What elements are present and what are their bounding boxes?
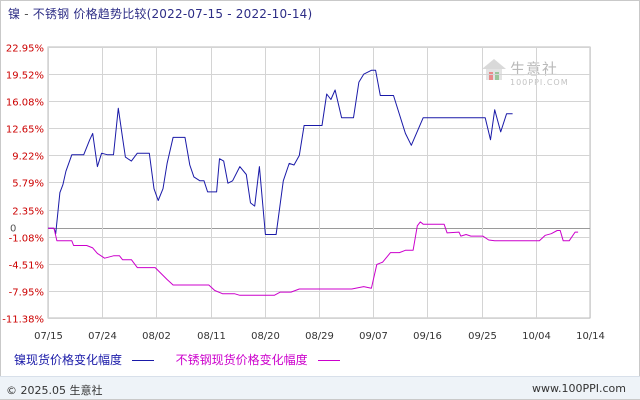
y-tick-label: -7.95% bbox=[9, 288, 44, 299]
y-tick-label: -11.38% bbox=[2, 315, 44, 326]
title-subject: 价格趋势比较 bbox=[73, 7, 147, 21]
footer-site-link[interactable]: www.100PPI.com bbox=[532, 382, 626, 395]
y-tick-label: 22.95% bbox=[6, 44, 44, 55]
x-tick-label: 07/24 bbox=[88, 331, 117, 342]
footer-bar: © 2025.05 生意社 www.100PPI.com bbox=[0, 376, 640, 399]
legend-item-nickel: 镍现货价格变化幅度 bbox=[14, 351, 154, 368]
title-series-a: 镍 bbox=[8, 7, 21, 21]
y-tick-label: 12.65% bbox=[6, 125, 44, 136]
title-date-range: (2022-07-15 - 2022-10-14) bbox=[146, 7, 313, 21]
watermark-text: 生意社 bbox=[510, 60, 559, 78]
series-line-stainless bbox=[48, 221, 579, 296]
title-series-b: 不锈钢 bbox=[32, 7, 70, 21]
chart-grid bbox=[47, 46, 591, 319]
y-tick-label: -1.08% bbox=[9, 234, 44, 245]
legend-swatch-nickel bbox=[131, 360, 154, 361]
y-tick-label: -4.51% bbox=[9, 261, 44, 272]
y-tick-label: 2.35% bbox=[12, 207, 44, 218]
legend-label-stainless: 不锈钢现货价格变化幅度 bbox=[175, 353, 308, 367]
legend-item-stainless: 不锈钢现货价格变化幅度 bbox=[176, 351, 340, 368]
x-tick-label: 10/14 bbox=[576, 331, 605, 342]
x-tick-label: 09/16 bbox=[413, 331, 442, 342]
watermark-url: 100PPI.COM bbox=[510, 78, 569, 87]
y-tick-label: 5.79% bbox=[12, 179, 44, 190]
x-tick-label: 10/04 bbox=[522, 331, 551, 342]
y-tick-label: 16.08% bbox=[6, 98, 44, 109]
series-line-nickel bbox=[48, 69, 513, 235]
y-axis-ticks: 22.95% 19.52% 16.08% 12.65% 9.22% 5.79% 2.35% -… bbox=[2, 44, 44, 326]
y-tick-label: 19.52% bbox=[6, 71, 44, 82]
chart-title: 镍 - 不锈钢 价格趋势比较(2022-07-15 - 2022-10-14) bbox=[8, 5, 312, 22]
x-tick-label: 09/07 bbox=[359, 331, 388, 342]
chart-series bbox=[48, 69, 579, 296]
footer-copyright: © 2025.05 生意社 bbox=[6, 384, 103, 397]
legend-swatch-stainless bbox=[317, 360, 340, 361]
x-tick-label: 08/29 bbox=[305, 331, 334, 342]
legend-label-nickel: 镍现货价格变化幅度 bbox=[14, 353, 123, 367]
title-separator: - bbox=[24, 7, 29, 21]
x-tick-label: 08/20 bbox=[251, 331, 280, 342]
y-zero-label: 0 bbox=[10, 224, 16, 235]
x-tick-label: 09/25 bbox=[468, 331, 497, 342]
x-axis-ticks: 07/15 07/24 08/02 08/11 08/20 08/29 09/07 09/16… bbox=[34, 331, 605, 342]
x-tick-label: 08/11 bbox=[197, 331, 226, 342]
line-chart: 22.95% 19.52% 16.08% 12.65% 9.22% 5.79% 2.35% -… bbox=[2, 44, 605, 343]
x-tick-label: 08/02 bbox=[142, 331, 171, 342]
x-tick-label: 07/15 bbox=[34, 331, 63, 342]
y-tick-label: 9.22% bbox=[12, 152, 44, 163]
chart-legend: 镍现货价格变化幅度 不锈钢现货价格变化幅度 bbox=[14, 351, 358, 368]
